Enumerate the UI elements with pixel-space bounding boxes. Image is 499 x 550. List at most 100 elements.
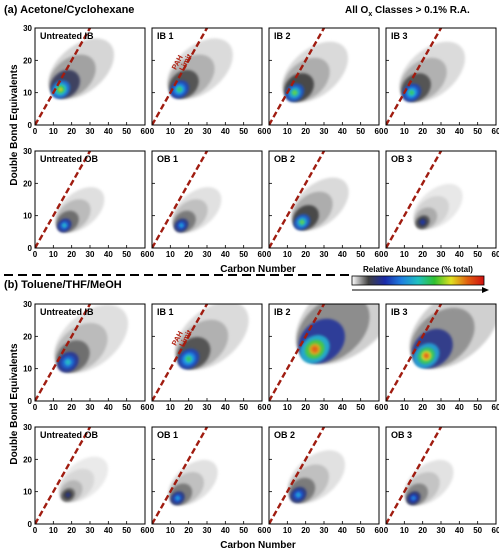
x-tick-label: 10	[49, 403, 58, 412]
x-tick-label: 40	[338, 403, 347, 412]
pah-limit-line	[35, 28, 92, 125]
x-tick-label: 0	[150, 403, 155, 412]
x-tick-label: 50	[356, 127, 365, 136]
x-tick-label: 60	[258, 403, 267, 412]
y-tick-label: 10	[23, 212, 32, 221]
pah-limit-line	[35, 427, 92, 524]
x-tick-label: 30	[437, 526, 446, 535]
pah-limit-line	[152, 304, 209, 401]
x-tick-label: 50	[473, 526, 482, 535]
x-tick-label: 0	[33, 127, 38, 136]
section-a-ylabel: Double Bond Equivalents	[9, 64, 20, 186]
x-tick-label: 40	[455, 127, 464, 136]
colorbar-arrowhead	[482, 287, 489, 293]
colorbar-label: Relative Abundance (% total)	[363, 265, 473, 274]
x-tick-label: 30	[86, 526, 95, 535]
x-tick-label: 60	[141, 127, 150, 136]
x-tick-label: 40	[221, 526, 230, 535]
x-tick-label: 60	[375, 526, 384, 535]
heatmap-contour	[176, 496, 180, 500]
x-tick-label: 20	[301, 127, 310, 136]
x-tick-label: 10	[166, 127, 175, 136]
x-tick-label: 0	[267, 403, 272, 412]
heatmap	[282, 41, 349, 103]
pah-limit-line	[35, 304, 92, 401]
panel-label: OB 1	[157, 430, 178, 440]
y-tick-label: 20	[23, 56, 32, 65]
y-tick-label: 0	[28, 244, 33, 253]
panels: Untreated IB0 10 20 30 40 50 600102030PAHLimit…	[23, 24, 499, 535]
y-tick-label: 0	[28, 397, 33, 406]
pah-limit-line	[35, 151, 92, 248]
x-tick-label: 30	[320, 526, 329, 535]
section-a-xlabel: Carbon Number	[220, 264, 296, 275]
heatmap-contour	[421, 220, 425, 224]
y-tick-label: 20	[23, 179, 32, 188]
x-tick-label: 40	[455, 526, 464, 535]
panel-label: OB 3	[391, 154, 412, 164]
x-tick-label: 30	[86, 403, 95, 412]
x-tick-label: 0	[384, 250, 389, 259]
x-tick-label: 10	[49, 526, 58, 535]
x-tick-label: 50	[239, 127, 248, 136]
heatmap-contour	[66, 493, 70, 497]
x-tick-label: 60	[375, 127, 384, 136]
x-tick-label: 0	[267, 127, 272, 136]
heatmap-contour	[300, 220, 304, 224]
x-tick-label: 20	[418, 403, 427, 412]
panel-label: Untreated OB	[40, 154, 99, 164]
x-tick-label: 60	[375, 403, 384, 412]
y-tick-label: 0	[28, 520, 33, 529]
x-tick-label: 40	[455, 250, 464, 259]
colorbar	[351, 275, 485, 286]
x-tick-label: 50	[122, 127, 131, 136]
heatmap-contour	[311, 346, 318, 353]
heatmap-contour	[292, 90, 297, 95]
x-tick-label: 20	[184, 250, 193, 259]
heatmap	[55, 187, 105, 233]
panel: OB 1 0 10 20 30 40 50 60	[150, 150, 267, 259]
x-tick-label: 10	[166, 403, 175, 412]
x-tick-label: 20	[301, 403, 310, 412]
x-tick-label: 50	[239, 526, 248, 535]
pah-limit-line	[386, 28, 443, 125]
panel-label: Untreated IB	[40, 307, 94, 317]
panel: Untreated IB 0 10 20 30 40 50 60 0 10 20 30	[23, 24, 150, 136]
panel-label: OB 3	[391, 430, 412, 440]
y-tick-label: 20	[23, 455, 32, 464]
panel: IB 3 0 10 20 30 40 50 60	[384, 303, 499, 412]
x-tick-label: 60	[492, 250, 499, 259]
heatmap	[291, 177, 349, 231]
x-tick-label: 0	[384, 526, 389, 535]
panel: IB 2 0 10 20 30 40 50 60	[267, 303, 384, 412]
x-tick-label: 60	[141, 250, 150, 259]
panel-label: OB 2	[274, 430, 295, 440]
x-tick-label: 0	[33, 250, 38, 259]
x-tick-label: 30	[86, 250, 95, 259]
x-tick-label: 60	[258, 526, 267, 535]
x-tick-label: 40	[104, 250, 113, 259]
x-tick-label: 30	[203, 127, 212, 136]
heatmap	[58, 456, 109, 503]
x-tick-label: 10	[283, 127, 292, 136]
x-tick-label: 0	[384, 403, 389, 412]
x-tick-label: 30	[320, 403, 329, 412]
x-tick-label: 30	[437, 250, 446, 259]
heatmap-contour	[186, 356, 191, 362]
heatmap-contour	[412, 496, 415, 500]
x-tick-label: 40	[104, 403, 113, 412]
heatmap-contour	[62, 223, 66, 227]
heatmap-contour	[177, 87, 182, 92]
section-b-title: (b) Toluene/THF/MeOH	[4, 279, 122, 291]
x-tick-label: 30	[437, 127, 446, 136]
x-tick-label: 60	[492, 127, 499, 136]
y-tick-label: 0	[28, 121, 33, 130]
x-tick-label: 20	[301, 250, 310, 259]
panel: OB 3 0 10 20 30 40 50 60	[384, 150, 499, 259]
panel-label: IB 3	[391, 307, 408, 317]
x-tick-label: 30	[437, 403, 446, 412]
panel-label: IB 2	[274, 31, 291, 41]
x-tick-label: 20	[301, 526, 310, 535]
